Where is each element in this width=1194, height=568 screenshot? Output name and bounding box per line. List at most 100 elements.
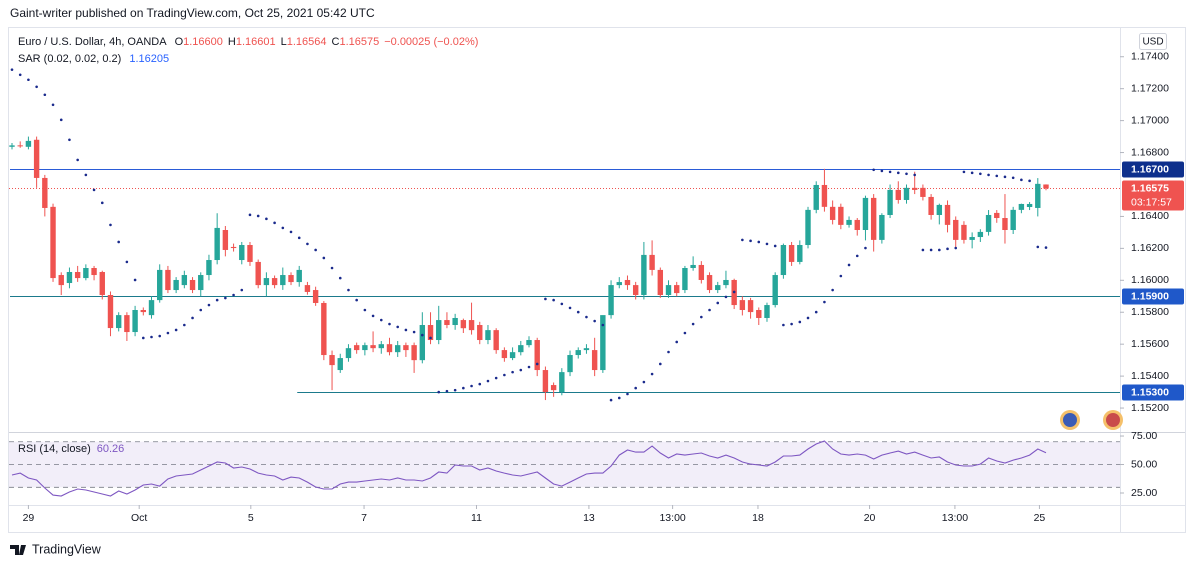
- candle-body: [583, 348, 590, 351]
- sar-dot: [601, 323, 605, 327]
- sar-dot: [757, 240, 761, 244]
- candle-body: [370, 345, 376, 349]
- sar-dot: [979, 172, 982, 176]
- sar-dot: [888, 170, 892, 174]
- sar-dot: [1020, 178, 1023, 182]
- candle-body: [394, 345, 401, 353]
- sar-dot: [404, 328, 408, 332]
- candle-body: [148, 300, 155, 316]
- sar-dot: [749, 239, 752, 243]
- candle-body: [247, 245, 253, 262]
- rsi-band: [9, 441, 1120, 488]
- candle-body: [74, 271, 81, 279]
- candle-body: [682, 268, 688, 291]
- x-tick-label: 11: [471, 512, 482, 524]
- flag-icons: [1060, 410, 1123, 430]
- sar-dot: [43, 93, 47, 97]
- x-tick-label: 7: [361, 512, 367, 524]
- y-tick-label: 1.17400: [1131, 51, 1169, 63]
- candle-body: [895, 189, 901, 200]
- sar-dot: [503, 373, 506, 377]
- sar-dot: [798, 320, 802, 324]
- sar-dot: [773, 244, 777, 248]
- candle-body: [641, 254, 647, 295]
- sar-dot: [281, 226, 285, 230]
- candle-body: [953, 219, 959, 240]
- candle-body: [838, 206, 844, 225]
- candle-body: [181, 275, 188, 286]
- candle-body: [362, 345, 368, 351]
- candle-body: [632, 285, 639, 295]
- sar-dot: [823, 300, 826, 304]
- candle-body: [698, 264, 705, 280]
- flag-icon: [1106, 413, 1120, 427]
- candle-body: [1018, 203, 1025, 210]
- candle-body: [42, 177, 48, 208]
- x-tick-label: 20: [864, 512, 876, 524]
- x-tick-label: 5: [248, 512, 254, 524]
- candle-body: [353, 345, 360, 351]
- sar-dot: [650, 372, 654, 376]
- sar-dot: [371, 314, 375, 318]
- sar-dot: [929, 248, 933, 252]
- candle-body: [83, 268, 89, 279]
- candle-body: [403, 345, 409, 351]
- sar-dot: [125, 260, 129, 264]
- candle-body: [903, 187, 910, 200]
- sar-dot: [51, 103, 55, 107]
- sar-dot: [142, 336, 145, 340]
- candle-body: [797, 245, 803, 262]
- candle-body: [665, 285, 672, 295]
- candle-body: [271, 278, 278, 286]
- sar-dot: [987, 173, 990, 177]
- sar-dot: [330, 266, 334, 270]
- logo-mark: [10, 545, 26, 555]
- currency-label: USD: [1142, 37, 1163, 48]
- sar-dot: [199, 308, 203, 312]
- candle-body: [846, 219, 852, 225]
- sar-dot: [10, 68, 14, 71]
- candle-body: [157, 269, 163, 301]
- sar-dot: [117, 240, 120, 244]
- ohlc-value: 1.16575: [339, 36, 379, 48]
- sar-dot: [347, 288, 350, 292]
- sar-dot: [700, 315, 703, 319]
- candle-body: [649, 254, 655, 270]
- rsi-legend: RSI (14, close) 60.26: [18, 443, 124, 455]
- sar-dot: [437, 390, 441, 394]
- sar-dot: [790, 322, 793, 326]
- x-tick-label: 29: [23, 512, 35, 524]
- sar-dot: [445, 389, 449, 393]
- candle-body: [772, 275, 778, 306]
- rsi-name: RSI (14, close): [18, 443, 91, 455]
- candle-body: [206, 260, 212, 276]
- ohlc-value: 1.16601: [236, 36, 276, 48]
- candle-body: [280, 275, 286, 286]
- sar-dot: [289, 230, 293, 234]
- sar-dot: [256, 214, 260, 218]
- sar-dot: [683, 331, 687, 335]
- sar-dot: [544, 297, 547, 301]
- sar-dot: [535, 362, 539, 366]
- ohlc-value: 1.16564: [287, 36, 327, 48]
- chart-frame: [8, 27, 1186, 533]
- sar-dot: [527, 365, 531, 369]
- candle-body: [608, 285, 614, 316]
- flag-icon: [1063, 413, 1077, 427]
- sar-dot: [659, 362, 662, 366]
- candle-body: [452, 317, 458, 326]
- sar-dot: [273, 221, 276, 225]
- sar-dot: [109, 223, 112, 227]
- candle-body: [854, 219, 860, 230]
- candle-body: [485, 330, 491, 341]
- sar-dot: [150, 335, 153, 339]
- candle-body: [501, 350, 508, 359]
- level-label-box: [1122, 288, 1184, 305]
- candle-body: [99, 271, 105, 295]
- candle-body: [657, 269, 664, 295]
- candle-body: [165, 269, 171, 291]
- candle-body: [296, 269, 302, 283]
- currency-button[interactable]: [1139, 33, 1167, 50]
- level-label-box: [1122, 384, 1184, 401]
